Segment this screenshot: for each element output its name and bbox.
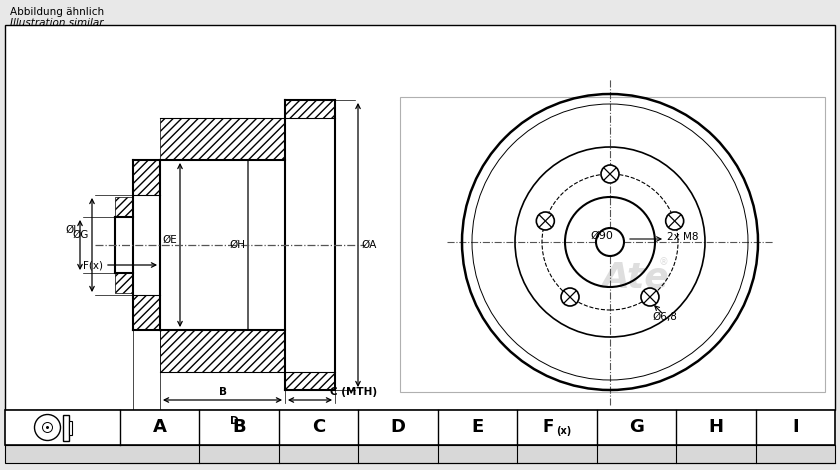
Circle shape (641, 288, 659, 306)
Bar (400, 97, 825, 392)
Text: H: H (708, 418, 723, 437)
Text: G: G (629, 418, 643, 437)
Text: Ø90: Ø90 (591, 231, 613, 241)
Text: F(x): F(x) (83, 260, 103, 270)
Text: E: E (471, 418, 484, 437)
Text: ØA: ØA (361, 240, 376, 250)
Text: I: I (792, 418, 799, 437)
Circle shape (665, 212, 684, 230)
Text: Abbildung ähnlich: Abbildung ähnlich (10, 7, 104, 17)
Bar (5, 25, 835, 410)
Text: ØG: ØG (72, 230, 89, 240)
Text: ®: ® (658, 257, 668, 267)
Text: ØH: ØH (229, 240, 245, 250)
Text: (x): (x) (556, 425, 571, 436)
Text: Illustration similar: Illustration similar (10, 18, 103, 28)
Circle shape (536, 212, 554, 230)
Circle shape (46, 426, 49, 429)
Circle shape (561, 288, 579, 306)
Polygon shape (115, 197, 133, 217)
Text: B: B (218, 387, 227, 397)
Text: D: D (391, 418, 406, 437)
Bar (62, 415, 69, 440)
Polygon shape (133, 295, 160, 330)
Text: ØE: ØE (162, 235, 177, 245)
Text: C (MTH): C (MTH) (330, 387, 377, 397)
Text: C: C (312, 418, 325, 437)
Polygon shape (285, 372, 335, 390)
Text: Ate: Ate (601, 260, 669, 294)
Polygon shape (160, 330, 285, 372)
Bar (5, 445, 835, 463)
Text: 2x M8: 2x M8 (667, 232, 699, 242)
Text: ØI: ØI (66, 225, 77, 235)
Polygon shape (115, 273, 133, 293)
Polygon shape (285, 100, 335, 118)
Text: A: A (153, 418, 166, 437)
Text: D: D (229, 416, 239, 426)
Text: B: B (233, 418, 246, 437)
Circle shape (596, 228, 624, 256)
Polygon shape (133, 160, 160, 195)
Circle shape (601, 165, 619, 183)
Text: Ø6,8: Ø6,8 (653, 312, 677, 322)
Text: F: F (543, 418, 554, 437)
Bar (5, 410, 835, 445)
Polygon shape (160, 118, 285, 160)
Bar (69, 421, 71, 434)
